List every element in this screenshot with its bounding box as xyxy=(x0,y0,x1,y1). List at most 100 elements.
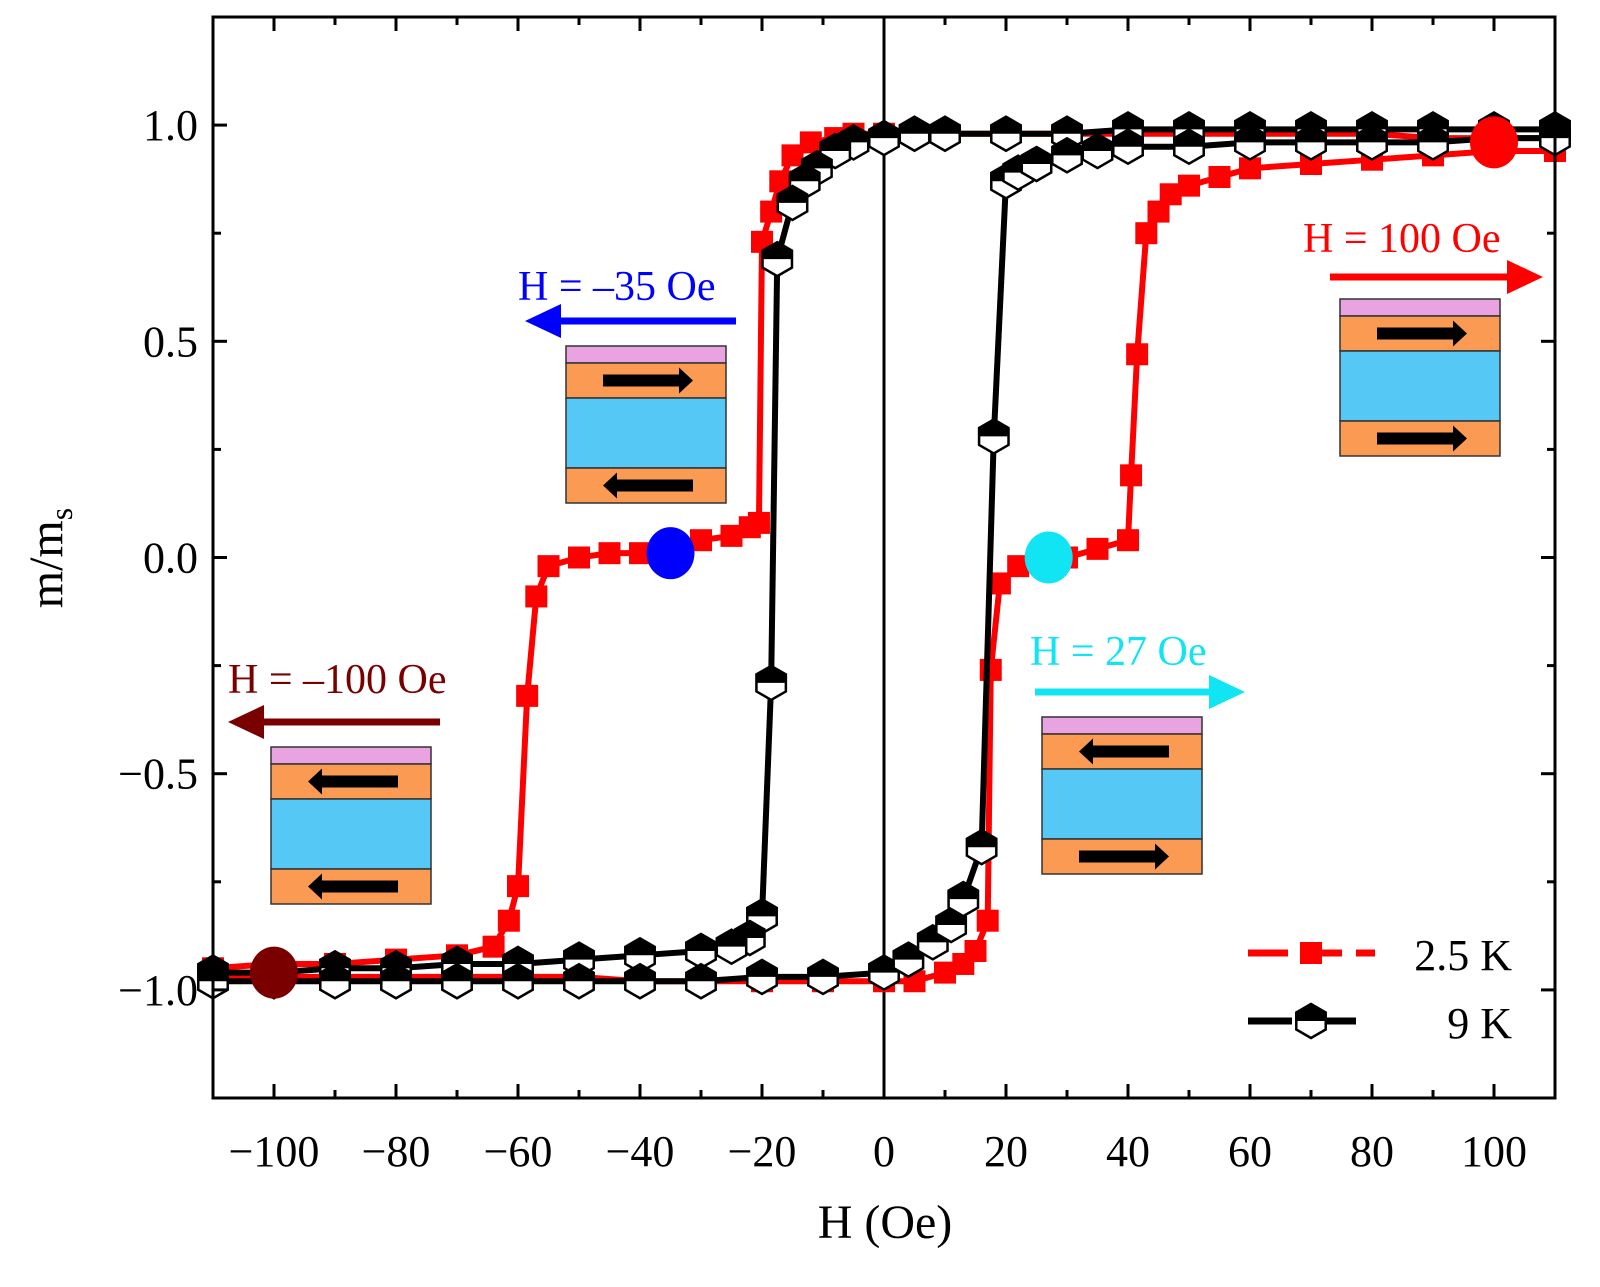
magnetization-arrow-icon xyxy=(603,367,693,394)
data-point xyxy=(799,131,822,154)
y-tick-label: −1.0 xyxy=(118,966,198,1015)
legend: 2.5 K 9 K xyxy=(1248,931,1512,1048)
x-tick-labels: −100 −80 −60 −40 −20 0 20 40 60 80 100 xyxy=(229,1127,1527,1176)
data-point xyxy=(977,417,1010,455)
data-point xyxy=(1117,529,1139,552)
data-point xyxy=(1081,132,1114,170)
magnetization-arrow-icon xyxy=(1079,738,1169,765)
data-point xyxy=(624,936,656,974)
layer xyxy=(1339,298,1501,317)
field-arrow-head xyxy=(1507,260,1543,294)
data-point xyxy=(988,572,1011,595)
legend-label-9K: 9 K xyxy=(1447,999,1512,1048)
data-point xyxy=(1239,157,1261,180)
x-tick-label: 100 xyxy=(1461,1127,1527,1176)
data-point xyxy=(979,658,1002,681)
x-tick-label: −60 xyxy=(484,1127,553,1176)
data-point xyxy=(563,962,595,1000)
field-arrow-head xyxy=(1209,675,1245,709)
data-point xyxy=(1173,128,1205,166)
data-point xyxy=(965,828,998,866)
data-point xyxy=(516,684,539,707)
data-point xyxy=(1208,165,1231,188)
layer-stack-diagram xyxy=(565,345,727,504)
data-point xyxy=(1159,183,1182,206)
data-point xyxy=(769,170,792,193)
data-point xyxy=(947,880,980,918)
data-point xyxy=(319,962,351,1000)
data-point xyxy=(685,962,717,1000)
highlight-point xyxy=(1470,116,1518,169)
y-axis-title-main: m/m xyxy=(20,520,73,608)
y-tick-label: 0.0 xyxy=(143,534,198,583)
layer xyxy=(270,746,432,765)
layer xyxy=(270,798,432,870)
data-point xyxy=(929,115,961,153)
data-point xyxy=(497,909,520,932)
data-point xyxy=(776,184,809,222)
data-point xyxy=(525,585,548,608)
y-tick-labels: 1.0 0.5 0.0 −0.5 −1.0 xyxy=(118,101,198,1015)
layer-stack-diagram xyxy=(270,746,432,905)
data-point xyxy=(761,240,794,278)
data-point xyxy=(629,542,651,565)
highlight-points xyxy=(250,116,1518,999)
data-point xyxy=(1417,123,1449,161)
y-axis-title: m/ms xyxy=(20,508,79,608)
data-point xyxy=(598,542,621,565)
data-point xyxy=(1086,537,1109,560)
annotation: H = –100 Oe xyxy=(228,657,447,905)
legend-entry-2.5K xyxy=(1248,942,1375,964)
legend-entry-9K xyxy=(1248,1002,1375,1040)
data-point xyxy=(738,516,761,539)
data-point xyxy=(964,939,987,962)
data-point xyxy=(990,115,1022,153)
magnetization-arrow-icon xyxy=(308,768,398,795)
data-point xyxy=(934,961,956,984)
annotation: H = –35 Oe xyxy=(518,264,736,504)
x-axis-title: H (Oe) xyxy=(818,1196,953,1249)
layer-stack-diagram xyxy=(1041,716,1203,875)
magnetization-arrow-icon xyxy=(1079,843,1169,870)
annotation-label: H = 100 Oe xyxy=(1303,216,1501,262)
data-point xyxy=(715,928,748,966)
layer xyxy=(565,397,727,469)
data-point xyxy=(976,909,999,932)
data-point xyxy=(441,962,473,1000)
data-point xyxy=(502,962,534,1000)
data-point xyxy=(380,962,412,1000)
layer xyxy=(1041,768,1203,840)
field-arrow-head xyxy=(525,304,561,338)
x-tick-label: 60 xyxy=(1228,1127,1272,1176)
data-point xyxy=(1234,123,1266,161)
x-tick-label: 40 xyxy=(1106,1127,1150,1176)
y-tick-label: 1.0 xyxy=(143,101,198,150)
layer xyxy=(1339,350,1501,422)
legend-square-marker-icon xyxy=(1300,942,1322,964)
data-point xyxy=(1112,128,1144,166)
data-point xyxy=(1295,123,1327,161)
annotation-label: H = –100 Oe xyxy=(228,657,447,703)
axis-ticks xyxy=(211,15,1557,1100)
data-point xyxy=(898,115,931,153)
annotation-label: H = 27 Oe xyxy=(1030,629,1207,675)
magnetization-arrow-icon xyxy=(308,873,398,900)
series-layer xyxy=(197,110,1571,1000)
data-point xyxy=(755,664,788,702)
data-point xyxy=(482,935,505,958)
data-point xyxy=(781,144,804,167)
magnetization-arrow-icon xyxy=(603,472,693,499)
annotation-label: H = –35 Oe xyxy=(518,264,716,310)
magnetization-arrow-icon xyxy=(1377,320,1467,347)
data-point xyxy=(1300,153,1322,176)
data-point xyxy=(690,529,712,552)
highlight-point xyxy=(1024,531,1073,584)
layer-stack-diagram xyxy=(1339,298,1501,457)
data-point xyxy=(624,962,656,1000)
data-point xyxy=(1120,464,1143,487)
legend-label-2.5K: 2.5 K xyxy=(1414,931,1512,980)
y-tick-label: 0.5 xyxy=(143,317,198,366)
data-point xyxy=(1020,145,1053,183)
highlight-point xyxy=(646,527,695,580)
